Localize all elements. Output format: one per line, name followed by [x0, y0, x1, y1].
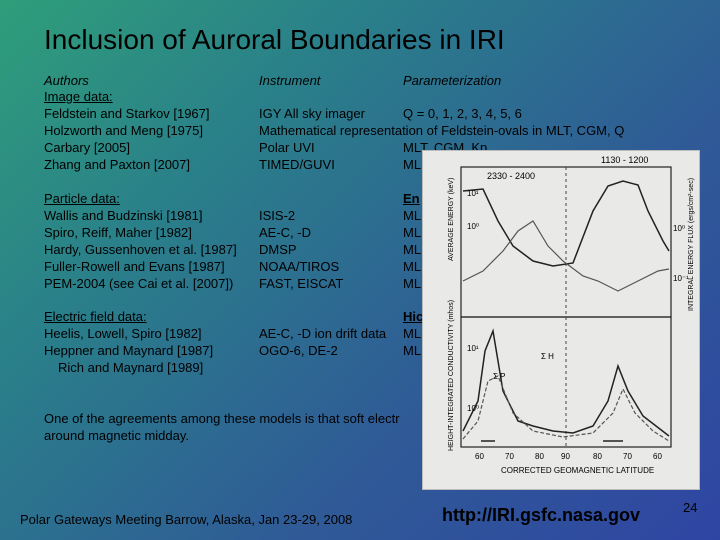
auroral-figure: 2330 - 2400 1130 - 1200 AVERAGE ENERGY (…: [422, 150, 700, 490]
tick-top-left-1: 10¹: [467, 189, 479, 198]
tick-top-right-2: 10⁻¹: [673, 274, 689, 283]
sigma-h-curve: [462, 328, 670, 437]
footer-meeting: Polar Gateways Meeting Barrow, Alaska, J…: [20, 512, 353, 527]
image-author-2: Holzworth and Meng [1975]: [44, 123, 203, 138]
image-author-4: Zhang and Paxton [2007]: [44, 157, 191, 172]
footer-url-link[interactable]: http://IRI.gsfc.nasa.gov: [442, 505, 641, 525]
tick-bottom-2: 10⁰: [467, 404, 479, 413]
electric-instrument-1: AE-C, -D ion drift data: [259, 326, 387, 341]
legend-sigma-h: Σ H: [541, 352, 554, 361]
particle-author-3: Hardy, Gussenhoven et al. [1987]: [44, 242, 237, 257]
page-number: 24: [683, 500, 698, 515]
particle-instrument-1: ISIS-2: [259, 208, 296, 223]
header-authors: Authors: [44, 73, 89, 88]
xtick-6: 70: [623, 452, 632, 461]
particle-author-1: Wallis and Budzinski [1981]: [44, 208, 203, 223]
sigma-p-curve: [462, 375, 670, 442]
particle-instrument-2: AE-C, -D: [259, 225, 311, 240]
electric-author-2: Heppner and Maynard [1987]: [44, 343, 214, 358]
electric-instrument-2: OGO-6, DE-2: [259, 343, 338, 358]
particle-instrument-5: FAST, EISCAT: [259, 276, 344, 291]
particle-instrument-3: DMSP: [259, 242, 297, 257]
particle-param-5: ML: [403, 276, 422, 291]
slide-title: Inclusion of Auroral Boundaries in IRI: [44, 24, 505, 55]
image-param-1: Q = 0, 1, 2, 3, 4, 5, 6: [403, 106, 522, 121]
xtick-3: 80: [535, 452, 544, 461]
particle-param-4: ML: [403, 259, 422, 274]
electric-author-1: Heelis, Lowell, Spiro [1982]: [44, 326, 202, 341]
image-instrument-2: Mathematical representation of Feldstein…: [259, 123, 625, 138]
electric-param-label: Hic: [403, 309, 424, 324]
electric-param-2: ML: [403, 343, 422, 358]
tick-bottom-1: 10¹: [467, 344, 479, 353]
particle-author-4: Fuller-Rowell and Evans [1987]: [44, 259, 225, 274]
image-author-3: Carbary [2005]: [44, 140, 130, 155]
image-data-label: Image data:: [44, 89, 113, 104]
electric-param-1: ML: [403, 326, 422, 341]
electric-author-3: Rich and Maynard [1989]: [58, 360, 204, 375]
header-parameterization: Parameterization: [403, 73, 502, 88]
image-instrument-4: TIMED/GUVI: [259, 157, 335, 172]
legend-sigma-p: Σ P: [493, 372, 506, 381]
energy-flux-curve: [462, 220, 670, 292]
particle-param-label: En: [403, 191, 420, 206]
tick-top-left-2: 10⁰: [467, 222, 479, 231]
xlabel: CORRECTED GEOMAGNETIC LATITUDE: [501, 466, 654, 475]
particle-param-2: ML: [403, 225, 422, 240]
particle-author-2: Spiro, Reiff, Maher [1982]: [44, 225, 192, 240]
particle-param-3: ML: [403, 242, 422, 257]
image-instrument-3: Polar UVI: [259, 140, 315, 155]
auroral-figure-svg: 2330 - 2400 1130 - 1200 AVERAGE ENERGY (…: [448, 155, 695, 475]
particle-author-5: PEM-2004 (see Cai et al. [2007]): [44, 276, 234, 291]
ylabel-average-energy: AVERAGE ENERGY (keV): [448, 178, 455, 261]
tick-top-right-1: 10⁰: [673, 224, 685, 233]
xtick-7: 60: [653, 452, 662, 461]
particle-data-label: Particle data:: [44, 191, 120, 206]
xtick-1: 60: [475, 452, 484, 461]
image-author-1: Feldstein and Starkov [1967]: [44, 106, 210, 121]
ylabel-energy-flux: INTEGRAL ENERGY FLUX (ergs/cm²-sec): [688, 178, 695, 311]
electric-data-label: Electric field data:: [44, 309, 147, 324]
time-label-left: 2330 - 2400: [487, 171, 535, 181]
header-instrument: Instrument: [259, 73, 321, 88]
ylabel-conductivity: HEIGHT-INTEGRATED CONDUCTIVITY (mhos): [448, 300, 455, 451]
particle-instrument-4: NOAA/TIROS: [259, 259, 340, 274]
xtick-4: 90: [561, 452, 570, 461]
xtick-5: 80: [593, 452, 602, 461]
particle-param-1: ML: [403, 208, 422, 223]
image-param-4: ML: [403, 157, 422, 172]
time-label-right: 1130 - 1200: [601, 155, 648, 165]
image-instrument-1: IGY All sky imager: [259, 106, 365, 121]
note-line-2: around magnetic midday.: [44, 428, 190, 443]
average-energy-curve: [462, 180, 670, 267]
xtick-2: 70: [505, 452, 514, 461]
note-line-1: One of the agreements among these models…: [44, 411, 400, 426]
